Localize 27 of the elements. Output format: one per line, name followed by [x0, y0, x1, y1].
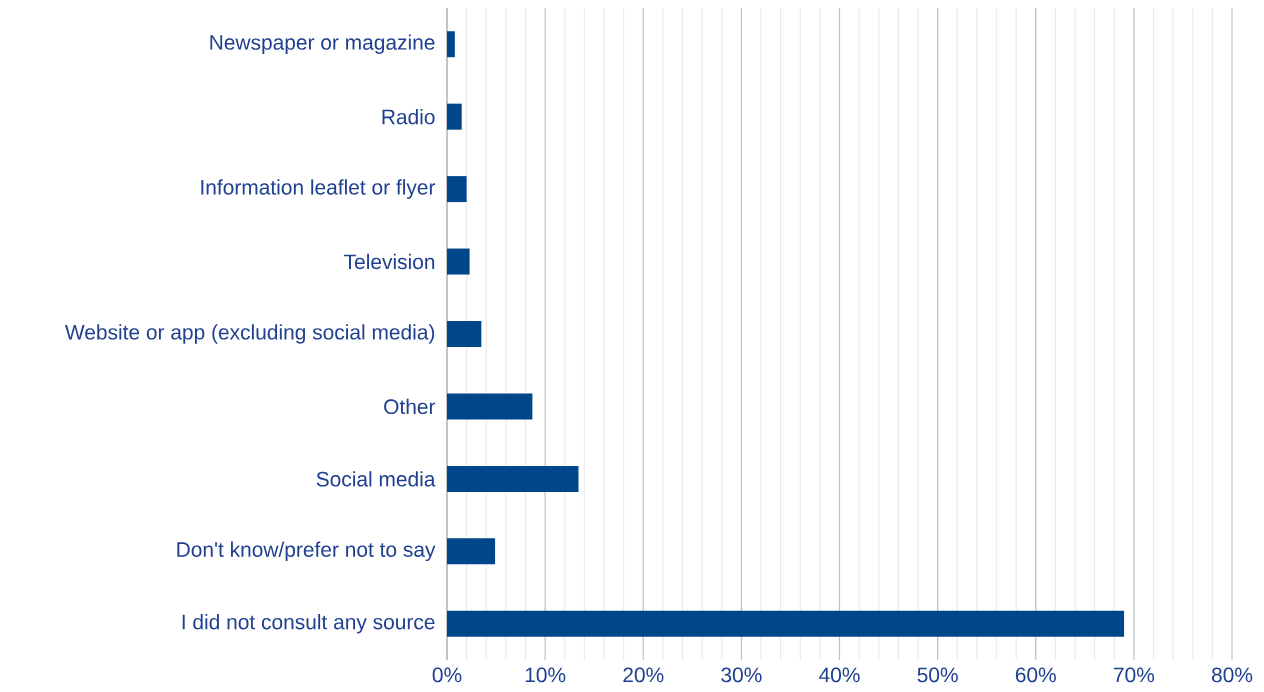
bar	[447, 393, 533, 420]
x-tick-label: 80%	[1211, 667, 1253, 683]
y-tick-label: I did not consult any source	[182, 614, 435, 634]
x-tick-label: 0%	[432, 667, 462, 683]
bar	[447, 248, 470, 275]
y-tick-label: Website or app (excluding social media)	[65, 324, 435, 344]
x-tick-label: 60%	[1015, 667, 1056, 683]
bar	[447, 176, 467, 203]
x-tick-label: 40%	[819, 667, 860, 683]
y-tick-label: Newspaper or magazine	[210, 34, 435, 54]
x-tick-label: 20%	[623, 667, 664, 683]
x-tick-label: 10%	[525, 667, 566, 683]
bar	[447, 103, 462, 130]
y-tick-label: Information leaflet or flyer	[201, 179, 436, 199]
bar	[447, 320, 482, 347]
y-tick-label: Don't know/prefer not to say	[177, 541, 436, 562]
x-tick-label: 30%	[721, 667, 762, 683]
y-tick-label: Television	[344, 253, 435, 270]
bar	[447, 31, 455, 58]
bar	[447, 538, 496, 565]
bar	[447, 465, 579, 492]
bar	[447, 610, 1125, 637]
y-tick-label: Radio	[382, 108, 435, 125]
x-tick-label: 50%	[917, 667, 958, 683]
y-tick-label: Social media	[316, 471, 436, 487]
y-tick-label: Other	[384, 398, 436, 415]
x-tick-label: 70%	[1114, 667, 1155, 683]
